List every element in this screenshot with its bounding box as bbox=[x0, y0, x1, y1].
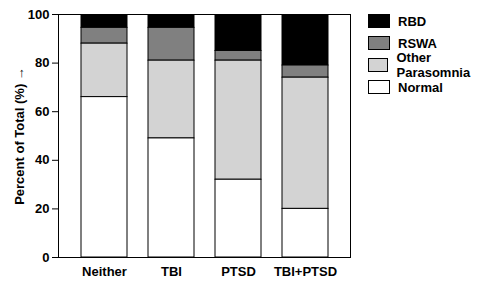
svg-text:80: 80 bbox=[35, 55, 49, 70]
svg-text:20: 20 bbox=[35, 201, 49, 216]
html-text:RSWA: RSWA bbox=[398, 35, 437, 51]
svg-text:100: 100 bbox=[28, 7, 50, 22]
svg-text:Neither: Neither bbox=[82, 264, 127, 279]
html-text:RBD: RBD bbox=[398, 13, 427, 29]
svg-text:40: 40 bbox=[35, 152, 49, 167]
svg-text:TBI: TBI bbox=[161, 264, 182, 279]
svg-text:60: 60 bbox=[35, 104, 49, 119]
html-text:Other Parasomnia: Other Parasomnia bbox=[396, 50, 471, 80]
svg-text:Percent of Total (%) →: Percent of Total (%) → bbox=[12, 67, 27, 205]
svg-text:TBI+PTSD: TBI+PTSD bbox=[274, 264, 337, 279]
svg-text:PTSD: PTSD bbox=[221, 264, 256, 279]
html-text:Normal: Normal bbox=[398, 79, 443, 95]
svg-text:0: 0 bbox=[42, 250, 49, 265]
